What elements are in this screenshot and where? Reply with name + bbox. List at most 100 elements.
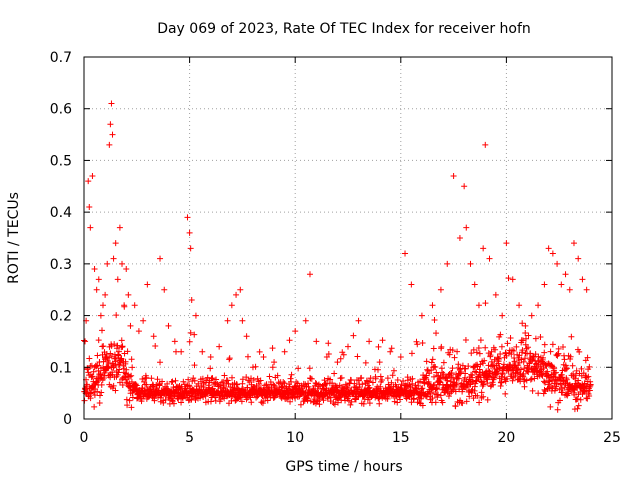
- data-point: [160, 399, 167, 406]
- data-point: [229, 374, 236, 381]
- data-point-peak: [545, 245, 552, 252]
- data-point: [119, 382, 126, 389]
- data-point-peak: [91, 266, 98, 273]
- y-tick-label: 0.3: [50, 257, 72, 273]
- data-point: [507, 335, 514, 342]
- data-point: [191, 362, 198, 369]
- data-point: [365, 385, 372, 392]
- data-point: [254, 375, 261, 382]
- data-point: [94, 388, 101, 395]
- data-point: [108, 353, 115, 360]
- data-point: [212, 394, 219, 401]
- data-point: [362, 359, 369, 366]
- data-point-peak: [97, 312, 104, 319]
- data-point: [539, 359, 546, 366]
- x-tick-label: 25: [603, 430, 621, 446]
- data-point: [238, 398, 245, 405]
- data-point: [129, 364, 136, 371]
- data-point-peak: [216, 343, 223, 350]
- y-tick-label: 0.4: [50, 205, 72, 221]
- data-point: [169, 397, 176, 404]
- data-point: [226, 356, 233, 363]
- y-axis-label: ROTI / TECUs: [6, 192, 22, 284]
- data-point-peak: [104, 260, 111, 267]
- data-point: [286, 383, 293, 390]
- data-point: [459, 400, 466, 407]
- data-point: [354, 353, 361, 360]
- data-point: [112, 354, 119, 361]
- x-tick-label: 15: [392, 430, 410, 446]
- data-point: [563, 376, 570, 383]
- data-point: [446, 351, 453, 358]
- data-point: [98, 381, 105, 388]
- data-point: [477, 361, 484, 368]
- data-point: [151, 397, 158, 404]
- data-point: [520, 358, 527, 365]
- data-point: [482, 344, 489, 351]
- data-point: [477, 337, 484, 344]
- data-point-peak: [503, 240, 510, 247]
- data-point-peak: [131, 302, 138, 309]
- data-point: [239, 380, 246, 387]
- data-point: [280, 378, 287, 385]
- data-point-peak: [260, 353, 267, 360]
- data-point: [433, 369, 440, 376]
- data-point: [321, 377, 328, 384]
- data-point-peak: [184, 214, 191, 221]
- data-point-peak: [123, 266, 130, 273]
- data-point: [530, 354, 537, 361]
- data-point-peak: [562, 271, 569, 278]
- data-point: [345, 397, 352, 404]
- data-point: [348, 398, 355, 405]
- data-point-peak: [116, 224, 123, 231]
- x-axis-ticks: 0 5 10 15 20 25: [80, 57, 621, 446]
- data-point: [519, 347, 526, 354]
- data-point: [522, 330, 529, 337]
- plot-frame: [83, 56, 613, 420]
- data-point: [586, 392, 593, 399]
- data-point-peak: [119, 260, 126, 267]
- data-point: [433, 384, 440, 391]
- data-point: [170, 400, 177, 407]
- data-point-peak: [579, 276, 586, 283]
- data-point-peak: [437, 286, 444, 293]
- data-point-peak: [135, 328, 142, 335]
- data-point: [508, 351, 515, 358]
- data-point: [433, 330, 440, 337]
- data-point: [484, 396, 491, 403]
- data-point-peak: [125, 291, 132, 298]
- data-point: [419, 385, 426, 392]
- data-point-peak: [570, 240, 577, 247]
- data-point: [350, 332, 357, 339]
- data-point: [419, 402, 426, 409]
- data-point: [226, 355, 233, 362]
- data-point: [466, 393, 473, 400]
- data-point: [452, 403, 459, 410]
- data-point: [288, 378, 295, 385]
- data-point: [104, 363, 111, 370]
- data-point: [418, 395, 425, 402]
- data-point: [576, 348, 583, 355]
- data-point-peak: [566, 286, 573, 293]
- data-point: [270, 381, 277, 388]
- data-point: [266, 373, 273, 380]
- data-point: [521, 383, 528, 390]
- data-point: [445, 393, 452, 400]
- data-point: [169, 378, 176, 385]
- data-point: [101, 372, 108, 379]
- data-point: [434, 385, 441, 392]
- data-point: [112, 387, 119, 394]
- data-point: [376, 400, 383, 407]
- data-point: [453, 380, 460, 387]
- data-point: [400, 377, 407, 384]
- data-point: [541, 386, 548, 393]
- data-point: [476, 350, 483, 357]
- data-point: [114, 342, 121, 349]
- data-point-peak: [127, 322, 134, 329]
- data-point: [187, 329, 194, 336]
- data-point: [178, 399, 185, 406]
- data-point: [540, 378, 547, 385]
- data-point-peak: [114, 276, 121, 283]
- data-point-peak: [306, 271, 313, 278]
- data-point: [564, 365, 571, 372]
